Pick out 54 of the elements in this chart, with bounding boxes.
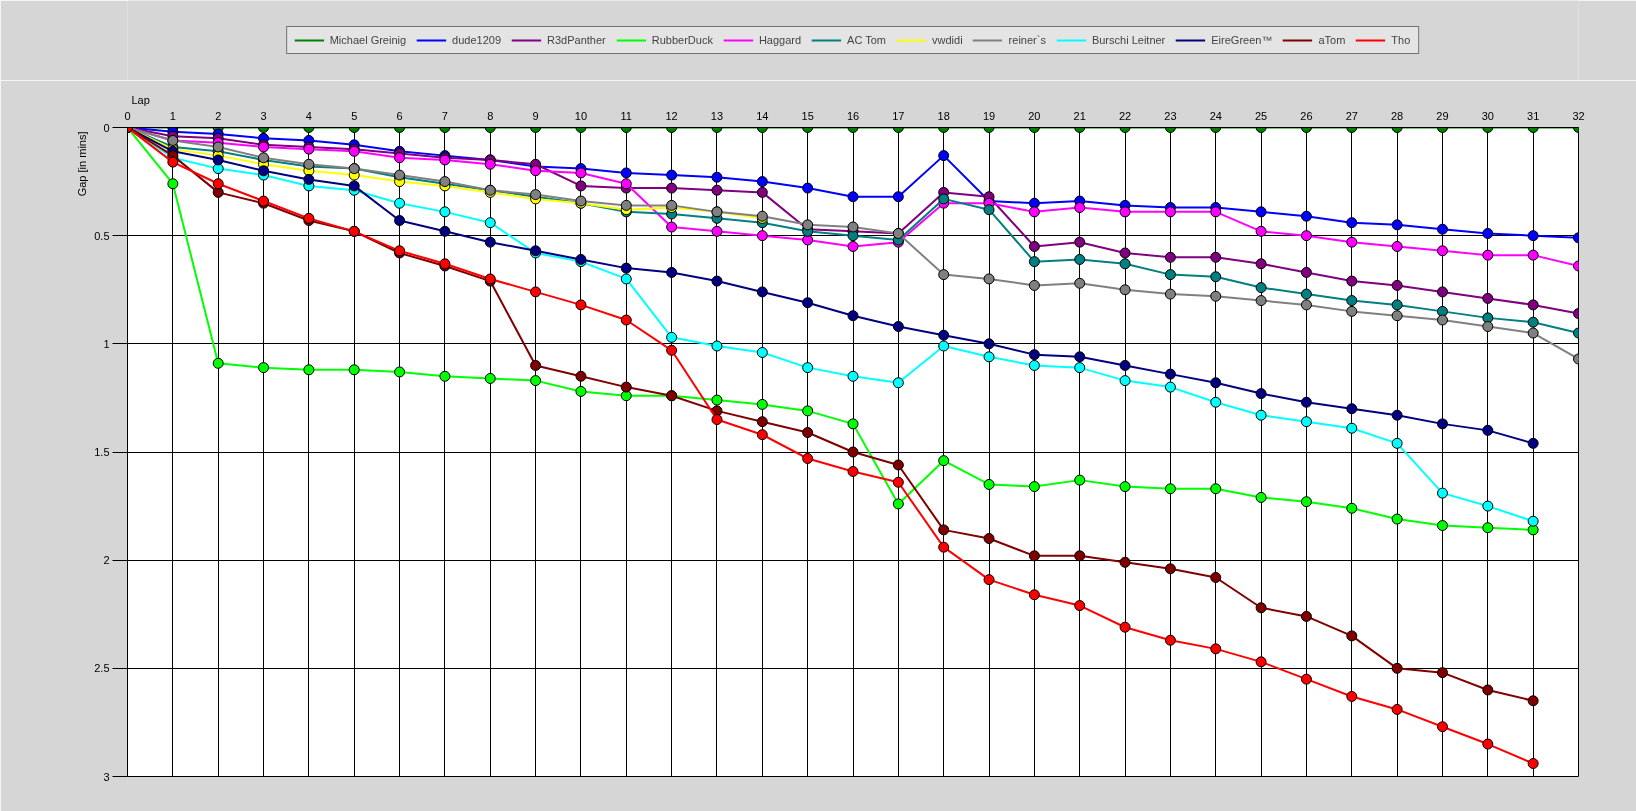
y-tick-label: 2.5: [94, 662, 110, 675]
legend-label: Haggard: [758, 34, 802, 46]
x-tick-label: 22: [1118, 109, 1132, 122]
x-tick-label: 12: [665, 109, 678, 122]
x-tick-label: 27: [1345, 109, 1358, 122]
x-tick-label: 13: [710, 109, 724, 122]
x-tick-label: 9: [532, 109, 539, 122]
x-tick-label: 5: [351, 109, 358, 122]
x-tick-label: 0: [124, 109, 131, 122]
x-tick-label: 7: [441, 109, 448, 122]
x-tick-label: 14: [756, 109, 769, 122]
y-tick-label: 0: [103, 121, 110, 134]
y-tick-label: 3: [103, 770, 110, 783]
x-tick-label: 6: [396, 109, 403, 122]
x-tick-label: 16: [846, 109, 860, 122]
x-tick-label: 20: [1028, 109, 1041, 122]
legend-label: RubberDuck: [651, 34, 713, 46]
x-tick-label: 29: [1436, 109, 1449, 122]
y-tick-label: 0.5: [94, 229, 110, 242]
x-tick-label: 2: [215, 109, 222, 122]
x-tick-label: 11: [620, 109, 632, 122]
x-tick-label: 4: [305, 109, 312, 122]
x-tick-label: 15: [801, 109, 814, 122]
x-tick-label: 24: [1209, 109, 1222, 122]
y-tick-label: 1: [103, 337, 110, 350]
x-axis-title: Lap: [131, 93, 150, 106]
x-tick-label: 18: [937, 109, 950, 122]
x-tick-label: 32: [1572, 109, 1585, 122]
x-tick-label: 21: [1073, 109, 1086, 122]
x-tick-label: 3: [260, 109, 267, 122]
x-tick-label: 31: [1527, 109, 1540, 122]
x-tick-label: 19: [982, 109, 996, 122]
x-tick-label: 1: [169, 109, 176, 122]
legend-label: vwdidi: [932, 34, 963, 46]
legend-label: Burschi Leitner: [1091, 34, 1166, 46]
x-tick-label: 26: [1300, 109, 1313, 122]
legend-label: AC Tom: [847, 34, 887, 46]
legend-label: Michael Greinig: [329, 34, 407, 46]
x-tick-label: 17: [892, 109, 905, 122]
x-tick-label: 8: [487, 109, 494, 122]
x-tick-label: 30: [1481, 109, 1494, 122]
x-tick-label: 10: [574, 109, 588, 122]
x-tick-label: 28: [1391, 109, 1404, 122]
legend-label: dude1209: [452, 34, 502, 46]
x-tick-label: 23: [1164, 109, 1177, 122]
y-tick-label: 2: [103, 554, 110, 567]
legend-label: reiner`s: [1008, 34, 1046, 46]
y-axis-title: Gap [in mins]: [75, 131, 88, 197]
legend-label: Tho: [1391, 34, 1412, 46]
legend-label: R3dPanther: [547, 34, 606, 46]
x-tick-label: 25: [1254, 109, 1268, 122]
legend-label: EireGreen™: [1211, 34, 1273, 46]
y-tick-label: 1.5: [94, 446, 110, 458]
legend-label: aTom: [1318, 34, 1346, 46]
